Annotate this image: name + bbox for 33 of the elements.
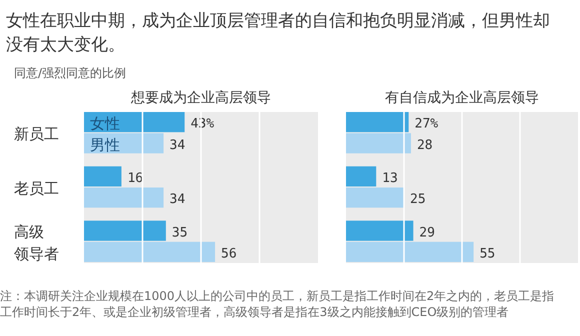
data-label: 34 bbox=[170, 138, 186, 153]
data-label: 56 bbox=[221, 246, 237, 262]
series-label: 男性 bbox=[90, 136, 120, 154]
bar bbox=[84, 242, 216, 262]
bar bbox=[346, 220, 414, 241]
data-label: 34 bbox=[170, 192, 186, 208]
chart-title: 有自信成为企业高层领导 bbox=[385, 90, 539, 106]
bar bbox=[84, 188, 164, 208]
bar bbox=[346, 242, 474, 262]
series-label: 女性 bbox=[90, 114, 120, 133]
y-tick-label: 老员工 bbox=[14, 180, 59, 198]
chart-title: 想要成为企业高层领导 bbox=[130, 90, 271, 106]
text: 同意/强烈同意的比例 bbox=[14, 66, 126, 80]
bar bbox=[346, 133, 411, 154]
bar bbox=[346, 112, 409, 132]
bar bbox=[84, 112, 185, 132]
data-label: 16 bbox=[127, 170, 144, 186]
data-label: 43% bbox=[190, 116, 214, 132]
bar bbox=[346, 166, 376, 186]
data-label: 35 bbox=[172, 225, 188, 240]
y-tick-label: 新员工 bbox=[14, 125, 59, 144]
data-label: 27% bbox=[414, 116, 438, 132]
bar bbox=[84, 166, 122, 186]
y-tick-label: 高级领导者 bbox=[14, 222, 59, 263]
text: 女性在职业中期，成为企业顶层管理者的自信和抱负明显消减，但男性却没有太大变化。 bbox=[6, 11, 550, 55]
data-label: 25 bbox=[410, 192, 426, 208]
data-label: 13 bbox=[382, 170, 398, 186]
bar bbox=[84, 220, 166, 241]
data-label: 55 bbox=[480, 246, 496, 262]
bar bbox=[346, 188, 404, 208]
data-label: 29 bbox=[419, 225, 435, 240]
text: 注：本调研关注企业规模在1000人以上的公司中的员工，新员工是指工作时间在2年之内的，老员工是指工作时间长于2年、或是企业初级管理者，高级领导者是指在3级之内能接触到CEO级别的管理者 bbox=[0, 289, 554, 319]
data-label: 28 bbox=[416, 138, 433, 153]
